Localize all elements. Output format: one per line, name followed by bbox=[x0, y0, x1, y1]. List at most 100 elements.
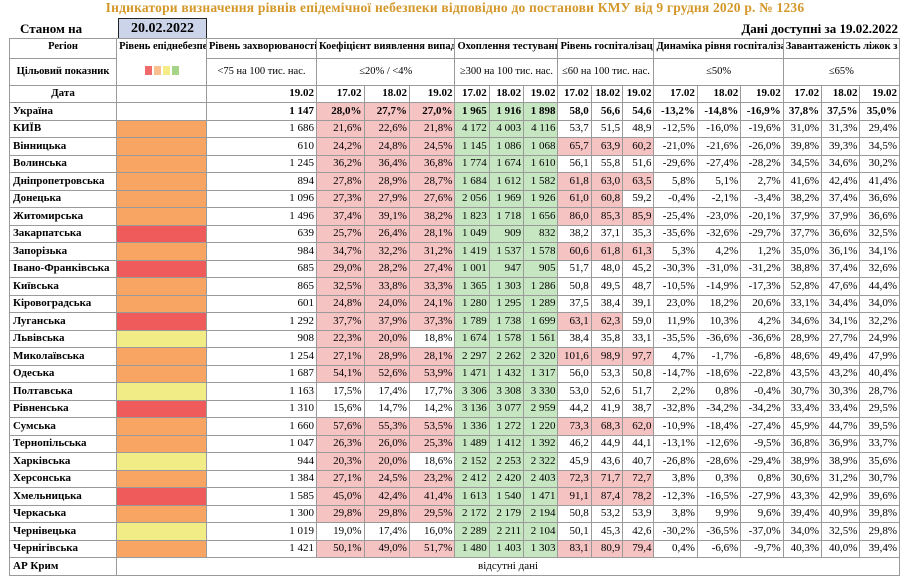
date-cell: 18.02 bbox=[821, 84, 861, 103]
testing-value: 2 420 bbox=[488, 469, 525, 488]
oxygen-value: 49,4% bbox=[821, 347, 861, 366]
detection-value: 24,5% bbox=[408, 137, 456, 156]
detection-value: 28,2% bbox=[363, 259, 410, 278]
oxygen-value: 37,4% bbox=[821, 189, 861, 208]
dynamics-value: 9,9% bbox=[696, 504, 742, 523]
hosp-value: 49,5 bbox=[590, 277, 624, 296]
testing-value: 1 086 bbox=[488, 137, 525, 156]
oxygen-value: 33,7% bbox=[859, 434, 900, 453]
testing-value: 1 613 bbox=[454, 487, 490, 506]
oxygen-value: 37,7% bbox=[782, 224, 823, 243]
testing-value: 1 471 bbox=[523, 487, 559, 506]
hosp-value: 35,3 bbox=[622, 224, 655, 243]
hosp-value: 62,0 bbox=[622, 417, 655, 436]
oxygen-value: 34,5% bbox=[859, 137, 900, 156]
detection-value: 55,3% bbox=[363, 417, 410, 436]
oxygen-value: 31,0% bbox=[782, 119, 823, 138]
hosp-value: 85,9 bbox=[622, 207, 655, 226]
detection-value: 17,5% bbox=[316, 382, 365, 401]
detection-value: 26,4% bbox=[363, 224, 410, 243]
oxygen-value: 36,1% bbox=[821, 242, 861, 261]
level-indicator bbox=[116, 172, 207, 191]
detection-value: 36,8% bbox=[408, 154, 456, 173]
detection-value: 28,9% bbox=[363, 172, 410, 191]
oxygen-value: 24,9% bbox=[859, 329, 900, 348]
region-name: Житомирська bbox=[8, 207, 118, 226]
dynamics-value: -34,2% bbox=[696, 399, 742, 418]
testing-value: 3 330 bbox=[523, 382, 559, 401]
hosp-value: 45,2 bbox=[622, 259, 655, 278]
detection-value: 27,0% bbox=[408, 102, 456, 121]
dynamics-value: -30,3% bbox=[653, 259, 698, 278]
incidence-value: 865 bbox=[205, 277, 318, 296]
oxygen-value: 36,9% bbox=[821, 434, 861, 453]
oxygen-value: 34,1% bbox=[859, 242, 900, 261]
dynamics-value: -9,7% bbox=[740, 539, 784, 558]
testing-value: 2 056 bbox=[454, 189, 490, 208]
oxygen-value: 40,0% bbox=[821, 539, 861, 558]
dynamics-value: -28,2% bbox=[740, 154, 784, 173]
incidence-value: 908 bbox=[205, 329, 318, 348]
oxygen-value: 38,8% bbox=[782, 259, 823, 278]
testing-value: 1 612 bbox=[488, 172, 525, 191]
hosp-value: 83,1 bbox=[557, 539, 592, 558]
date-cell: 19.02 bbox=[523, 84, 559, 103]
oxygen-value: 42,4% bbox=[821, 172, 861, 191]
incidence-value: 1 300 bbox=[205, 504, 318, 523]
hosp-value: 65,7 bbox=[557, 137, 592, 156]
detection-value: 27,6% bbox=[408, 189, 456, 208]
dynamics-value: 0,3% bbox=[696, 469, 742, 488]
table-row: Вінницька 610 24,2% 24,8% 24,5% 1 145 1 086 1 0… bbox=[8, 137, 900, 156]
hosp-header: Рівень госпіталізацій bbox=[557, 38, 655, 59]
incidence-value: 1 292 bbox=[205, 312, 318, 331]
oxygen-value: 44,7% bbox=[821, 417, 861, 436]
detection-value: 32,2% bbox=[363, 242, 410, 261]
testing-value: 1 220 bbox=[523, 417, 559, 436]
hosp-value: 35,8 bbox=[590, 329, 624, 348]
hosp-value: 61,0 bbox=[557, 189, 592, 208]
oxygen-value: 37,9% bbox=[782, 207, 823, 226]
testing-value: 2 179 bbox=[488, 504, 525, 523]
testing-value: 1 432 bbox=[488, 364, 525, 383]
incidence-value: 1 687 bbox=[205, 364, 318, 383]
oxygen-value: 31,3% bbox=[821, 119, 861, 138]
testing-value: 1 774 bbox=[454, 154, 490, 173]
oxygen-value: 32,6% bbox=[859, 259, 900, 278]
dynamics-header: Динаміка рівня госпіталізацій bbox=[653, 38, 784, 59]
oxygen-value: 28,9% bbox=[782, 329, 823, 348]
testing-value: 1 317 bbox=[523, 364, 559, 383]
region-name: КИЇВ bbox=[8, 119, 118, 138]
detection-value: 33,3% bbox=[408, 277, 456, 296]
oxygen-value: 39,8% bbox=[859, 504, 900, 523]
oxygen-value: 39,8% bbox=[782, 137, 823, 156]
threshold-row: Цільовий показник <75 на 100 тис. нас. ≤… bbox=[8, 57, 901, 86]
table-row: Чернівецька 1 019 19,0% 17,4% 16,0% 2 289 2 21… bbox=[8, 522, 900, 541]
detection-value: 52,6% bbox=[363, 364, 410, 383]
oxygen-value: 35,0% bbox=[782, 242, 823, 261]
testing-value: 1 489 bbox=[454, 434, 490, 453]
oxygen-value: 44,4% bbox=[859, 277, 900, 296]
incidence-header: Рівень захворюваності bbox=[205, 38, 318, 59]
oxygen-value: 35,6% bbox=[859, 452, 900, 471]
dynamics-value: -23,0% bbox=[696, 207, 742, 226]
oxygen-value: 40,9% bbox=[821, 504, 861, 523]
dynamics-value: -12,6% bbox=[696, 434, 742, 453]
dates-row: Дата 19.02 17.02 18.02 19.02 17.02 18.02 19.… bbox=[8, 84, 900, 103]
detection-value: 26,0% bbox=[363, 434, 410, 453]
detection-value: 37,3% bbox=[408, 312, 456, 331]
dynamics-value: -12,5% bbox=[653, 119, 698, 138]
hosp-value: 48,7 bbox=[622, 277, 655, 296]
oxygen-value: 48,6% bbox=[782, 347, 823, 366]
detection-value: 27,9% bbox=[363, 189, 410, 208]
level-indicator bbox=[116, 469, 207, 488]
oxygen-threshold: ≤65% bbox=[782, 57, 901, 86]
dynamics-value: -29,6% bbox=[653, 154, 698, 173]
dynamics-value: -32,8% bbox=[653, 399, 698, 418]
hosp-value: 56,1 bbox=[557, 154, 592, 173]
testing-value: 1 699 bbox=[523, 312, 559, 331]
hosp-value: 50,8 bbox=[557, 277, 592, 296]
testing-value: 1 392 bbox=[523, 434, 559, 453]
testing-value: 4 172 bbox=[454, 119, 490, 138]
testing-value: 1 289 bbox=[523, 294, 559, 313]
oxygen-value: 37,5% bbox=[821, 102, 861, 121]
